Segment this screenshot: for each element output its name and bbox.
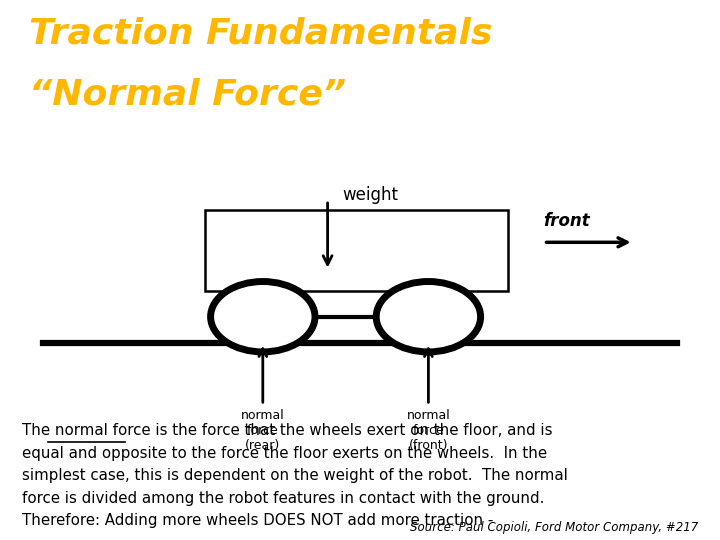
Bar	[205, 210, 508, 291]
Text: simplest case, this is dependent on the weight of the robot.  The normal: simplest case, this is dependent on the …	[22, 468, 567, 483]
Text: Source: Paul Copioli, Ford Motor Company, #217: Source: Paul Copioli, Ford Motor Company…	[410, 521, 698, 534]
Text: equal and opposite to the force the floor exerts on the wheels.  In the: equal and opposite to the force the floo…	[22, 446, 546, 461]
Ellipse shape	[376, 281, 481, 352]
Text: front: front	[544, 212, 590, 230]
Text: The normal force is the force that the wheels exert on the floor, and is: The normal force is the force that the w…	[22, 423, 552, 438]
Text: “Normal Force”: “Normal Force”	[29, 77, 346, 111]
Text: force is divided among the robot features in contact with the ground.: force is divided among the robot feature…	[22, 491, 544, 506]
Text: normal
force
(front): normal force (front)	[407, 409, 450, 453]
Text: weight: weight	[342, 186, 398, 204]
Text: Traction Fundamentals: Traction Fundamentals	[29, 17, 492, 51]
Text: Therefore: Adding more wheels DOES NOT add more traction -: Therefore: Adding more wheels DOES NOT a…	[22, 514, 493, 529]
Text: normal
force
(rear): normal force (rear)	[241, 409, 284, 453]
Ellipse shape	[211, 281, 315, 352]
